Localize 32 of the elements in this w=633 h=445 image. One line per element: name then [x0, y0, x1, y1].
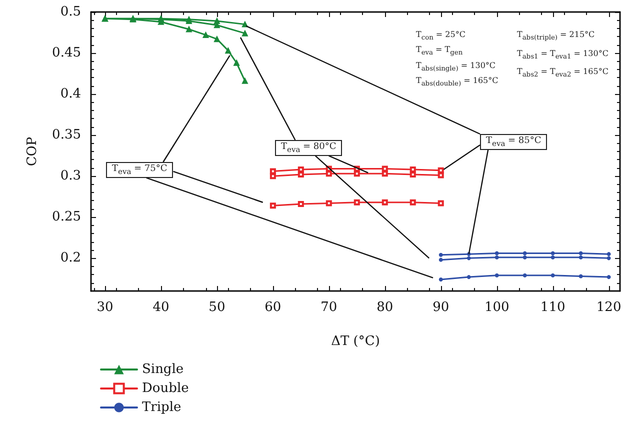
- y-axis-title: COP: [25, 136, 40, 166]
- y-tick-label: 0.45: [52, 46, 81, 61]
- x-tick-label: 40: [152, 300, 170, 315]
- x-tick-label: 80: [376, 300, 394, 315]
- annotation: T$_{eva}$ = T$_{gen}$: [416, 45, 463, 57]
- x-tick-label: 120: [596, 300, 622, 315]
- annotation: T$_{abs(triple)}$ = 215°C: [517, 30, 595, 42]
- annotation: T$_{con}$ = 25°C: [416, 30, 466, 42]
- y-tick-label: 0.35: [52, 128, 81, 143]
- annotation: T$_{abs(single)}$ = 130°C: [416, 61, 496, 73]
- x-tick-label: 100: [484, 300, 510, 315]
- x-tick-label: 90: [432, 300, 450, 315]
- x-tick-label: 60: [264, 300, 282, 315]
- y-tick-label: 0.25: [52, 210, 81, 225]
- x-tick-label: 30: [96, 300, 114, 315]
- y-tick-label: 0.2: [60, 250, 81, 266]
- y-tick-label: 0.4: [60, 86, 81, 102]
- legend-label: Single: [142, 362, 184, 377]
- x-tick-label: 110: [540, 300, 566, 315]
- x-axis-title: ΔT (°C): [331, 334, 380, 349]
- x-tick-label: 70: [320, 300, 338, 315]
- legend-label: Triple: [142, 400, 182, 415]
- annotation: T$_{eva}$ = 75°C: [106, 162, 174, 178]
- legend-label: Double: [142, 381, 190, 396]
- annotation: T$_{eva}$ = 85°C: [480, 134, 548, 150]
- y-tick-label: 0.3: [60, 168, 81, 184]
- annotation: T$_{abs2}$ = T$_{eva2}$ = 165°C: [517, 67, 608, 79]
- annotation: T$_{eva}$ = 80°C: [275, 140, 342, 156]
- annotation: T$_{abs1}$ = T$_{eva1}$ = 130°C: [517, 49, 608, 61]
- y-tick-label: 0.5: [60, 4, 81, 20]
- x-tick-label: 50: [208, 300, 226, 315]
- annotation: T$_{abs(double)}$ = 165°C: [416, 76, 498, 88]
